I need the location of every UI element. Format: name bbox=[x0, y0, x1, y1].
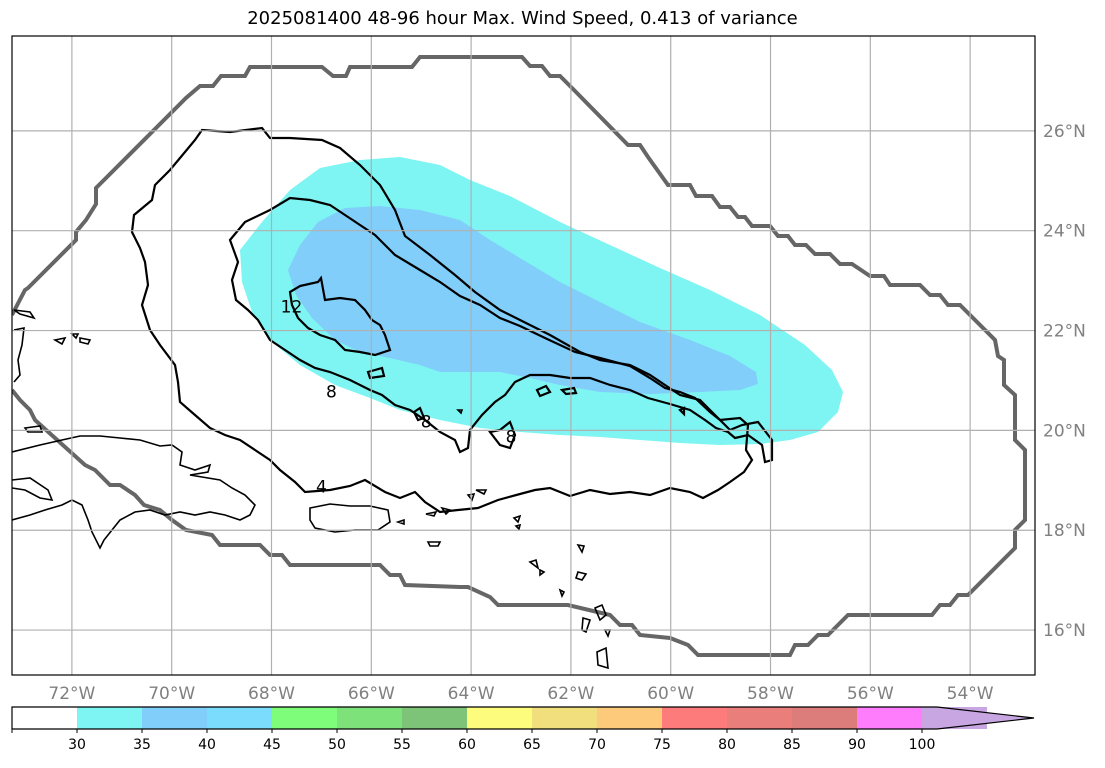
colorbar-label: 70 bbox=[588, 737, 606, 753]
contour-8 bbox=[228, 196, 774, 464]
contour-label: 4 bbox=[316, 477, 327, 497]
colorbar-segment bbox=[857, 707, 922, 729]
lat-tick-label: 18°N bbox=[1043, 521, 1086, 541]
map-title: 2025081400 48-96 hour Max. Wind Speed, 0… bbox=[247, 8, 798, 29]
lon-tick-label: 72°W bbox=[48, 684, 95, 704]
colorbar-outline bbox=[11, 706, 1035, 730]
lon-tick-label: 66°W bbox=[348, 684, 395, 704]
contour-label: 8 bbox=[421, 412, 432, 432]
lat-tick-label: 26°N bbox=[1043, 122, 1086, 142]
lat-tick-label: 20°N bbox=[1043, 421, 1086, 441]
colorbar-label: 40 bbox=[198, 737, 216, 753]
contour-label: 8 bbox=[326, 382, 337, 402]
colorbar-segment bbox=[532, 707, 597, 729]
colorbar-segment bbox=[207, 707, 272, 729]
contour-8-inner bbox=[366, 366, 686, 450]
lon-tick-label: 62°W bbox=[547, 684, 594, 704]
map-frame bbox=[11, 35, 1036, 676]
graticule bbox=[12, 36, 1035, 675]
colorbar-label: 45 bbox=[263, 737, 281, 753]
colorbar-label: 55 bbox=[393, 737, 411, 753]
lon-tick-label: 56°W bbox=[847, 684, 894, 704]
colorbar-label: 50 bbox=[328, 737, 346, 753]
colorbar-label: 30 bbox=[68, 737, 86, 753]
colorbar-segment bbox=[12, 707, 77, 729]
colorbar-segment bbox=[467, 707, 532, 729]
colorbar-segment bbox=[792, 707, 857, 729]
lon-tick-label: 60°W bbox=[647, 684, 694, 704]
colorbar: 30 35 40 45 50 55 60 65 70 75 80 85 90 100 bbox=[11, 706, 1035, 753]
colorbar-label: 75 bbox=[653, 737, 671, 753]
lat-tick-label: 24°N bbox=[1043, 222, 1086, 242]
contour-12 bbox=[288, 275, 392, 357]
lon-tick-label: 68°W bbox=[248, 684, 295, 704]
lon-tick-label: 58°W bbox=[747, 684, 794, 704]
latitude-labels: 16°N 18°N 20°N 22°N 24°N 26°N bbox=[1043, 122, 1086, 641]
colorbar-segment bbox=[727, 707, 792, 729]
contour-label: 8 bbox=[506, 427, 517, 447]
colorbar-label: 80 bbox=[718, 737, 736, 753]
domain-outline bbox=[12, 55, 1027, 657]
lon-tick-label: 54°W bbox=[947, 684, 994, 704]
colorbar-label: 85 bbox=[783, 737, 801, 753]
contour-4 bbox=[130, 126, 754, 514]
lon-tick-label: 64°W bbox=[448, 684, 495, 704]
coastlines bbox=[12, 309, 612, 670]
colorbar-label: 100 bbox=[909, 737, 936, 753]
colorbar-segment bbox=[597, 707, 662, 729]
colorbar-label: 65 bbox=[523, 737, 541, 753]
contour-labels: 12 8 8 8 4 bbox=[281, 298, 517, 498]
colorbar-segment bbox=[272, 707, 337, 729]
contour-label: 12 bbox=[281, 298, 303, 318]
longitude-labels: 72°W 70°W 68°W 66°W 64°W 62°W 60°W 58°W 56°W 54°W bbox=[48, 684, 993, 704]
wind-35-40-shading bbox=[288, 206, 758, 394]
colorbar-label: 35 bbox=[133, 737, 151, 753]
colorbar-extension bbox=[937, 707, 1034, 729]
colorbar-label: 60 bbox=[458, 737, 476, 753]
colorbar-segment bbox=[77, 707, 142, 729]
lat-tick-label: 22°N bbox=[1043, 322, 1086, 342]
colorbar-segment bbox=[142, 707, 207, 729]
lon-tick-label: 70°W bbox=[148, 684, 195, 704]
colorbar-segment bbox=[337, 707, 402, 729]
colorbar-segment bbox=[402, 707, 467, 729]
colorbar-segment bbox=[662, 707, 727, 729]
lat-tick-label: 16°N bbox=[1043, 621, 1086, 641]
colorbar-label: 90 bbox=[848, 737, 866, 753]
